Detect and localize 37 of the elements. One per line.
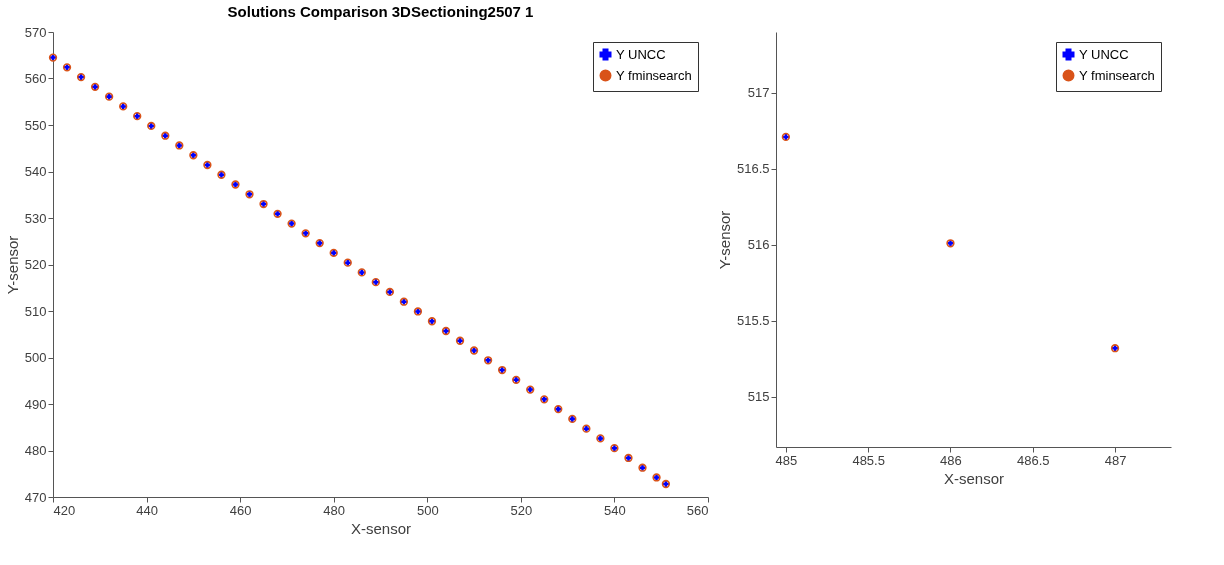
x-tick-label: 420 [53, 502, 76, 518]
x-tick-label: 486 [940, 452, 962, 468]
x-axis-title: X-sensor [943, 469, 1005, 487]
y-tick-label: 510 [24, 303, 47, 319]
y-tick-label: 500 [24, 350, 47, 365]
y-axis-title: Y-sensor [715, 210, 733, 270]
x-tick-label: 486.5 [1016, 452, 1050, 468]
x-tick-label: 460 [229, 502, 252, 518]
y-tick-label: 517 [747, 85, 770, 101]
x-tick-label: 520 [510, 502, 533, 518]
y-tick-label: 490 [24, 396, 47, 412]
x-tick-label: 540 [604, 502, 626, 518]
y-tick-label: 530 [24, 210, 47, 226]
y-tick-label: 515.5 [736, 313, 770, 329]
chart-title: Solutions Comparison 3DSectioning2507 1 [227, 3, 534, 20]
legend-label: Y UNCC [1079, 46, 1129, 62]
y-tick-label: 570 [24, 24, 47, 40]
y-tick-label: 520 [24, 257, 47, 272]
legend-label: Y fminsearch [616, 67, 692, 83]
y-tick-label: 540 [24, 164, 47, 179]
y-tick-label: 470 [24, 489, 47, 505]
x-tick-label: 487 [1104, 452, 1127, 468]
x-axis-title: X-sensor [350, 519, 412, 537]
x-tick-label: 485.5 [852, 452, 885, 468]
legend-label: Y fminsearch [1079, 67, 1155, 83]
x-tick-label: 500 [416, 502, 439, 518]
x-tick-label: 440 [136, 502, 158, 518]
y-tick-label: 550 [24, 117, 47, 133]
legend-label: Y UNCC [616, 46, 666, 62]
y-axis-title: Y-sensor [3, 235, 21, 295]
x-tick-label: 485 [775, 452, 798, 468]
x-tick-label: 560 [686, 502, 709, 518]
y-tick-label: 516 [747, 237, 770, 253]
y-tick-label: 560 [24, 71, 47, 86]
x-tick-label: 480 [323, 502, 346, 518]
y-tick-label: 515 [747, 389, 770, 405]
y-tick-label: 516.5 [736, 161, 770, 177]
